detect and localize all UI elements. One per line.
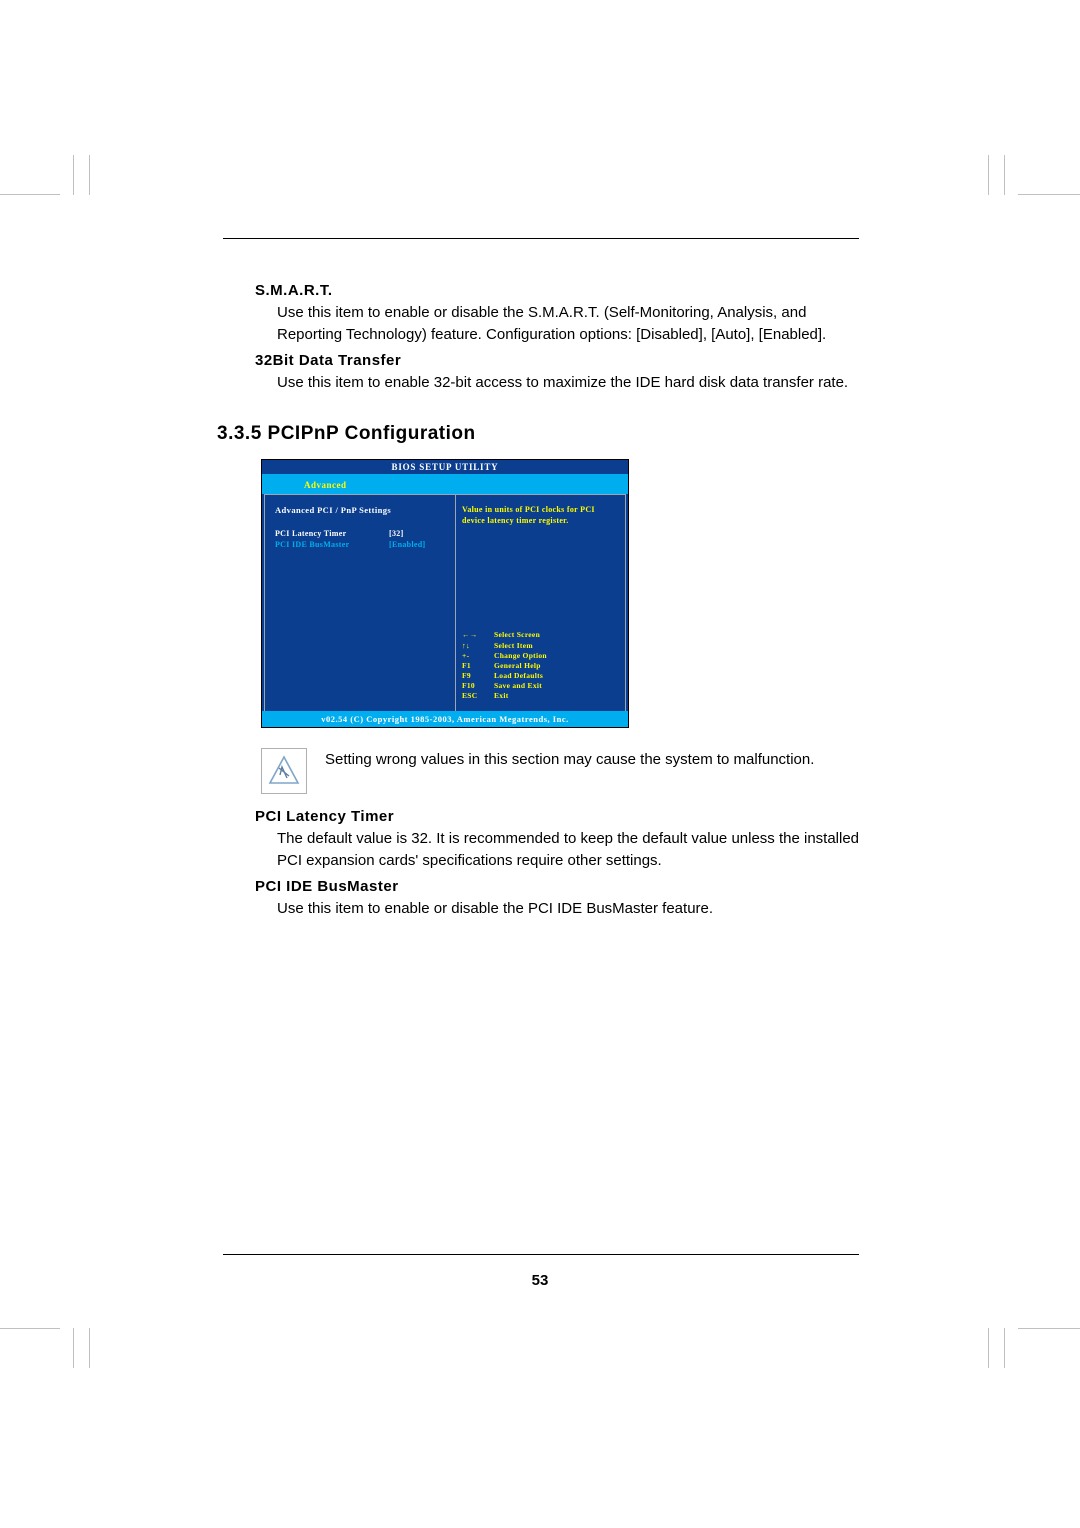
crop-mark	[1004, 1328, 1005, 1368]
bios-row-pci-ide: PCI IDE BusMaster [Enabled]	[275, 540, 447, 549]
transfer-body: Use this item to enable 32-bit access to…	[277, 372, 861, 394]
bios-key-row: F10Save and Exit	[462, 681, 619, 691]
crop-mark	[0, 194, 60, 195]
bios-left-panel: Advanced PCI / PnP Settings PCI Latency …	[264, 494, 456, 711]
pci-latency-body: The default value is 32. It is recommend…	[277, 828, 861, 872]
bios-tabbar: Advanced	[262, 474, 628, 494]
bios-screenshot: BIOS SETUP UTILITY Advanced Advanced PCI…	[261, 459, 629, 728]
crop-mark	[1018, 194, 1080, 195]
bios-footer: v02.54 (C) Copyright 1985-2003, American…	[262, 711, 628, 727]
crop-mark	[89, 1328, 90, 1368]
bios-right-panel: Value in units of PCI clocks for PCI dev…	[456, 494, 626, 711]
bios-row-label: PCI Latency Timer	[275, 529, 389, 538]
page-number: 53	[0, 1272, 1080, 1289]
bios-key-row: F9Load Defaults	[462, 671, 619, 681]
pci-ide-heading: PCI IDE BusMaster	[255, 878, 861, 895]
crop-mark	[1004, 155, 1005, 195]
warning-text: Setting wrong values in this section may…	[325, 748, 814, 771]
bios-key-legend: ←→Select Screen ↑↓Select Item +-Change O…	[462, 630, 619, 701]
warning-row: Setting wrong values in this section may…	[261, 748, 861, 794]
bios-row-pci-latency: PCI Latency Timer [32]	[275, 529, 447, 538]
bios-row-label: PCI IDE BusMaster	[275, 540, 389, 549]
crop-mark	[73, 155, 74, 195]
page-content: S.M.A.R.T. Use this item to enable or di…	[217, 234, 861, 922]
warning-icon	[261, 748, 307, 794]
smart-heading: S.M.A.R.T.	[255, 282, 861, 299]
bios-key-row: +-Change Option	[462, 651, 619, 661]
crop-mark	[89, 155, 90, 195]
bios-row-value: [Enabled]	[389, 540, 426, 549]
bios-tab-advanced: Advanced	[304, 480, 347, 490]
section-heading: 3.3.5 PCIPnP Configuration	[217, 423, 861, 445]
bios-key-row: F1General Help	[462, 661, 619, 671]
crop-mark	[73, 1328, 74, 1368]
bottom-rule	[223, 1254, 859, 1255]
crop-mark	[988, 155, 989, 195]
bios-key-row: ESCExit	[462, 691, 619, 701]
crop-mark	[988, 1328, 989, 1368]
bios-title: BIOS SETUP UTILITY	[262, 460, 628, 474]
bios-key-row: ←→Select Screen	[462, 630, 619, 640]
bios-help-text: Value in units of PCI clocks for PCI dev…	[462, 505, 619, 526]
pci-latency-heading: PCI Latency Timer	[255, 808, 861, 825]
crop-mark	[0, 1328, 60, 1329]
bios-left-title: Advanced PCI / PnP Settings	[275, 505, 447, 515]
crop-mark	[1018, 1328, 1080, 1329]
transfer-heading: 32Bit Data Transfer	[255, 352, 861, 369]
bios-key-row: ↑↓Select Item	[462, 641, 619, 651]
pci-ide-body: Use this item to enable or disable the P…	[277, 898, 861, 920]
bios-row-value: [32]	[389, 529, 404, 538]
smart-body: Use this item to enable or disable the S…	[277, 302, 861, 346]
